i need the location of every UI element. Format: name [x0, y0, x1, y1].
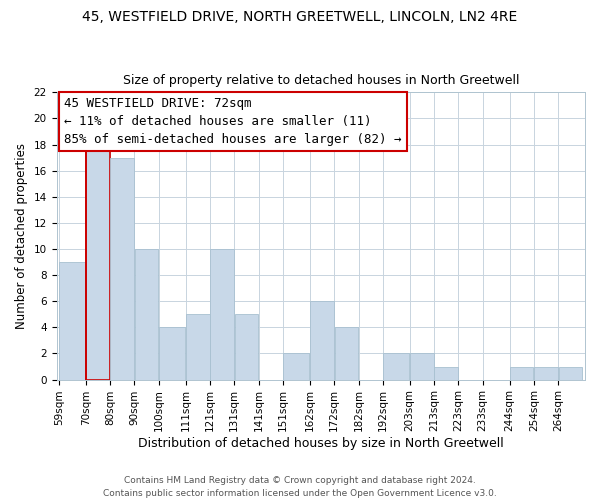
Bar [559, 366, 582, 380]
Bar [211, 249, 234, 380]
Bar [186, 314, 209, 380]
Text: 45 WESTFIELD DRIVE: 72sqm
← 11% of detached houses are smaller (11)
85% of semi-: 45 WESTFIELD DRIVE: 72sqm ← 11% of detac… [64, 96, 402, 146]
Bar [310, 302, 334, 380]
Bar [383, 354, 409, 380]
Bar [534, 366, 558, 380]
Bar [159, 328, 185, 380]
Bar [235, 314, 258, 380]
Bar [434, 366, 458, 380]
Bar [135, 249, 158, 380]
Bar [110, 158, 134, 380]
Bar [283, 354, 310, 380]
Bar [59, 262, 85, 380]
Text: Contains HM Land Registry data © Crown copyright and database right 2024.
Contai: Contains HM Land Registry data © Crown c… [103, 476, 497, 498]
Bar [335, 328, 358, 380]
Bar [510, 366, 533, 380]
Bar [410, 354, 434, 380]
X-axis label: Distribution of detached houses by size in North Greetwell: Distribution of detached houses by size … [138, 437, 503, 450]
Bar [86, 144, 110, 380]
Title: Size of property relative to detached houses in North Greetwell: Size of property relative to detached ho… [122, 74, 519, 87]
Y-axis label: Number of detached properties: Number of detached properties [15, 143, 28, 329]
Text: 45, WESTFIELD DRIVE, NORTH GREETWELL, LINCOLN, LN2 4RE: 45, WESTFIELD DRIVE, NORTH GREETWELL, LI… [82, 10, 518, 24]
